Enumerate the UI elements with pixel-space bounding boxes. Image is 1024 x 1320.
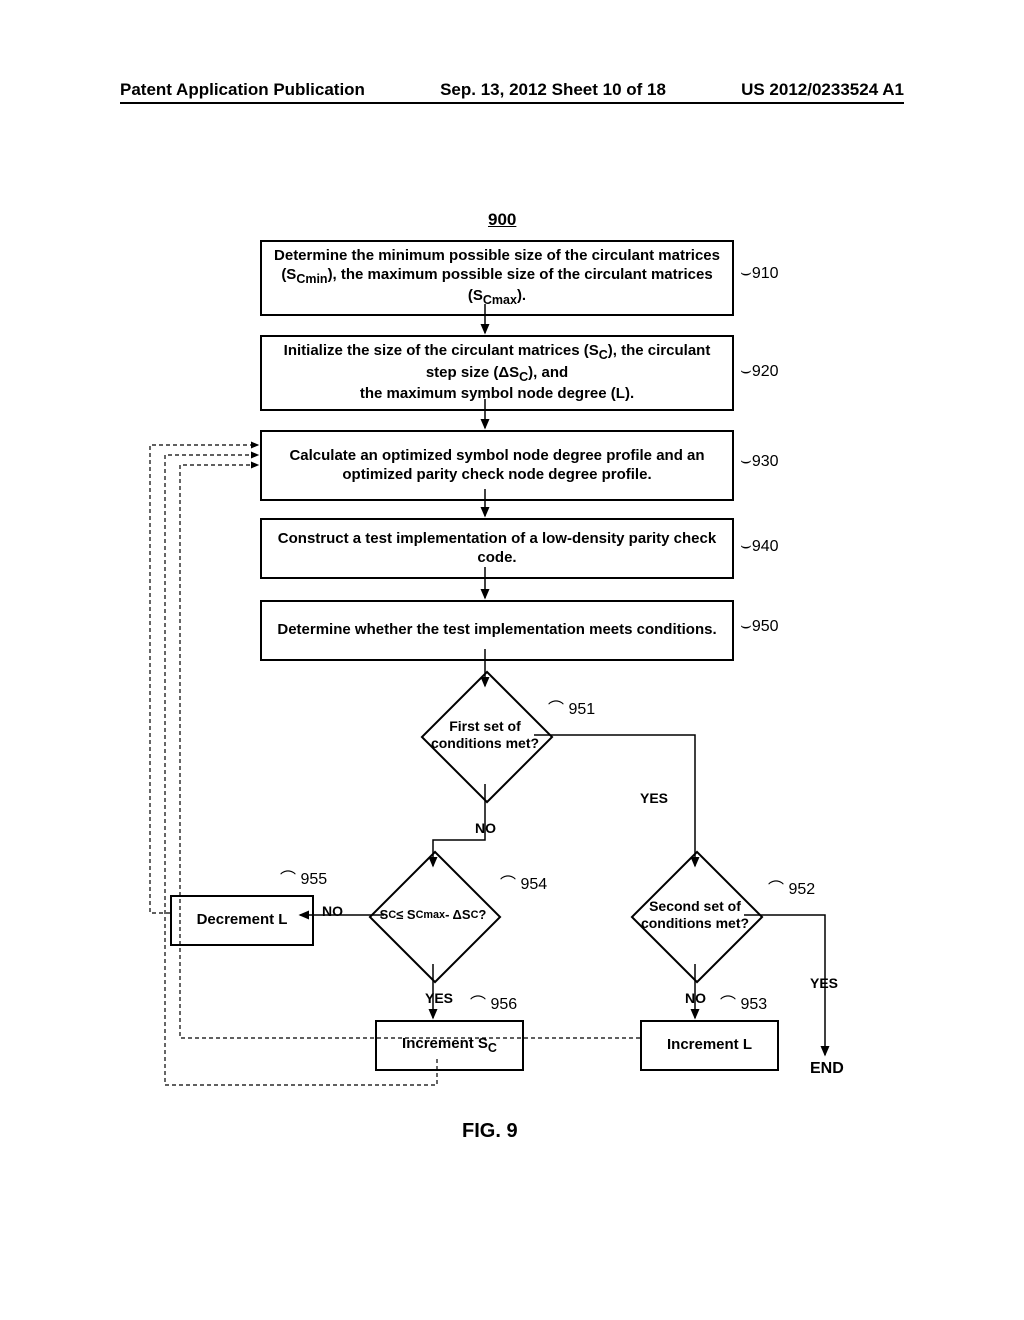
page-header: Patent Application Publication Sep. 13, … — [120, 80, 904, 100]
diamond-951-text: First set of conditions met? — [422, 690, 548, 780]
yes-952: YES — [810, 975, 838, 991]
yes-954: YES — [425, 990, 453, 1006]
box-940-text: Construct a test implementation of a low… — [272, 530, 722, 568]
box-930: Calculate an optimized symbol node degre… — [260, 430, 734, 501]
diamond-954: SC ≤ SCmax - ΔSC? — [388, 870, 478, 960]
diamond-952: Second set of conditions met? — [650, 870, 740, 960]
no-951: NO — [475, 820, 496, 836]
ref-954: ⌒ 954 — [500, 870, 547, 894]
box-955: Decrement L — [170, 895, 314, 946]
box-920: Initialize the size of the circulant mat… — [260, 335, 734, 411]
diamond-954-text: SC ≤ SCmax - ΔSC? — [370, 870, 496, 960]
no-952: NO — [685, 990, 706, 1006]
box-956-text: Increment SC — [402, 1035, 497, 1057]
end-label: END — [810, 1060, 844, 1078]
ref-955: ⌒ 955 — [280, 865, 327, 889]
box-950: Determine whether the test implementatio… — [260, 600, 734, 661]
ref-920: ⌣920 — [740, 360, 779, 381]
box-910: Determine the minimum possible size of t… — [260, 240, 734, 316]
ref-940: ⌣940 — [740, 535, 779, 556]
box-956: Increment SC — [375, 1020, 524, 1071]
box-950-text: Determine whether the test implementatio… — [277, 621, 716, 640]
ref-950: ⌣950 — [740, 615, 779, 636]
figure-number: 900 — [488, 210, 516, 230]
ref-952: ⌒ 952 — [768, 875, 815, 899]
box-953-text: Increment L — [667, 1036, 752, 1055]
ref-951: ⌒ 951 — [548, 695, 595, 719]
no-954: NO — [322, 903, 343, 919]
box-955-text: Decrement L — [197, 911, 288, 930]
ref-953: ⌒ 953 — [720, 990, 767, 1014]
box-940: Construct a test implementation of a low… — [260, 518, 734, 579]
diamond-951: First set of conditions met? — [440, 690, 530, 780]
ref-930: ⌣930 — [740, 450, 779, 471]
ref-956: ⌒ 954956 — [470, 990, 517, 1014]
header-left: Patent Application Publication — [120, 80, 365, 100]
ref-910: ⌣910 — [740, 262, 779, 283]
box-910-text: Determine the minimum possible size of t… — [272, 247, 722, 309]
patent-page: Patent Application Publication Sep. 13, … — [0, 0, 1024, 1320]
diamond-952-text: Second set of conditions met? — [632, 870, 758, 960]
yes-951: YES — [640, 790, 668, 806]
box-953: Increment L — [640, 1020, 779, 1071]
header-rule — [120, 102, 904, 104]
box-920-text: Initialize the size of the circulant mat… — [272, 342, 722, 404]
box-930-text: Calculate an optimized symbol node degre… — [272, 447, 722, 485]
header-center: Sep. 13, 2012 Sheet 10 of 18 — [440, 80, 666, 100]
figure-caption: FIG. 9 — [462, 1120, 518, 1143]
header-right: US 2012/0233524 A1 — [741, 80, 904, 100]
